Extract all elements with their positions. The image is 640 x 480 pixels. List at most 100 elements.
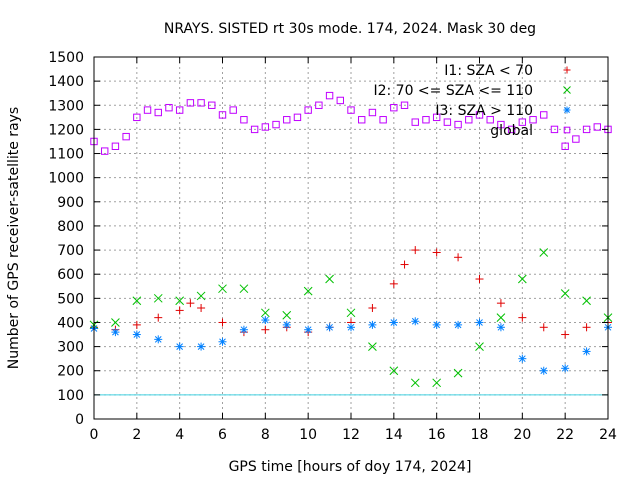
legend-marker — [563, 126, 571, 134]
series-2-point — [218, 284, 227, 294]
y-axis-label: Number of GPS receiver-satellite rays — [6, 107, 22, 369]
series-2-point — [196, 291, 206, 301]
series-4-point — [261, 123, 270, 131]
series-1-point — [154, 313, 163, 322]
x-tick-label: 6 — [218, 427, 227, 443]
series-2-point — [453, 368, 463, 378]
series-4-point — [133, 113, 141, 122]
legend-label: global — [490, 123, 533, 139]
y-tick-label: 1200 — [48, 122, 84, 138]
series-4-point — [582, 125, 591, 134]
series-4-point — [572, 135, 580, 143]
x-tick-label: 18 — [471, 427, 489, 443]
x-tick-label: 0 — [90, 427, 99, 443]
y-tick-label: 700 — [57, 243, 84, 259]
series-4-point — [122, 132, 130, 141]
series-4-point — [154, 108, 162, 117]
series-3-point — [432, 320, 441, 329]
series-4-point — [540, 111, 548, 119]
legend-label: I2: 70 <= SZA <= 110 — [373, 83, 533, 99]
x-tick-label: 16 — [428, 427, 446, 443]
series-4-point — [186, 99, 195, 107]
series-4-point — [593, 123, 601, 131]
series-2-point — [239, 284, 249, 294]
x-tick-label: 2 — [132, 427, 141, 443]
series-1-point — [132, 320, 141, 329]
series-3-point — [132, 330, 141, 339]
series-3-point — [582, 347, 591, 356]
series-2-point — [517, 274, 527, 284]
series-3-point — [518, 354, 527, 363]
series-2 — [89, 248, 613, 388]
series-1-point — [368, 303, 377, 312]
series-1-point — [411, 246, 420, 255]
series-3-point — [475, 318, 484, 327]
y-tick-label: 1400 — [48, 74, 84, 90]
series-2-point — [582, 296, 591, 306]
series-2-point — [389, 366, 399, 376]
series-4-point — [454, 120, 462, 129]
series-1-point — [218, 318, 227, 327]
series-3-point — [539, 366, 548, 375]
series-4 — [90, 91, 612, 155]
y-tick-label: 100 — [57, 388, 84, 404]
series-3-point — [304, 325, 313, 334]
x-axis-label: GPS time [hours of doy 174, 2024] — [229, 459, 472, 475]
series-2-point — [539, 248, 549, 257]
series-4-point — [175, 106, 184, 114]
y-tick-label: 900 — [57, 195, 84, 211]
series-3-point — [454, 320, 463, 329]
series-4-point — [250, 125, 259, 134]
legend-label: I3: SZA > 110 — [435, 103, 533, 119]
series-4-point — [475, 111, 484, 119]
series-2-point — [325, 274, 334, 284]
series-2-point — [475, 342, 484, 351]
series-2-point — [432, 378, 442, 388]
series-4-point — [347, 106, 355, 114]
x-tick-label: 12 — [342, 427, 360, 443]
x-tick-label: 20 — [513, 427, 531, 443]
series-4-point — [229, 106, 237, 114]
series-2-point — [303, 286, 313, 296]
series-2-point — [560, 289, 570, 298]
series-3-point — [175, 342, 184, 351]
x-tick-label: 8 — [261, 427, 270, 443]
series-4-point — [283, 116, 291, 124]
series-1-point — [496, 299, 505, 308]
x-tick-label: 24 — [599, 427, 617, 443]
series-3-point — [389, 318, 398, 327]
y-tick-label: 1000 — [48, 171, 84, 187]
series-3-point — [368, 320, 377, 329]
series-2-point — [260, 308, 270, 318]
series-2-point — [132, 296, 142, 306]
series-3 — [90, 316, 612, 375]
y-tick-labels: 0 100 200 300 400 500 600 700 800 900 1000 1100 1200… — [48, 50, 84, 428]
series-3-point — [325, 323, 334, 332]
series-4-point — [400, 101, 409, 109]
x-tick-labels: 0 2 4 6 8 10 12 14 16 18 20 22 24 — [90, 427, 617, 443]
axis-ticks — [93, 56, 609, 420]
y-tick-label: 500 — [57, 291, 84, 307]
series-1-point — [475, 275, 484, 284]
y-tick-label: 300 — [57, 340, 84, 356]
series-2-point — [282, 310, 292, 320]
series-1-point — [175, 306, 184, 315]
legend: I1: SZA < 70 I2: 70 <= SZA <= 110 I3: SZA … — [373, 63, 571, 139]
y-tick-label: 1100 — [48, 147, 84, 163]
x-tick-label: 10 — [299, 427, 317, 443]
series-1-point — [561, 330, 570, 339]
legend-label: I1: SZA < 70 — [444, 63, 533, 79]
series-1-point — [454, 253, 463, 262]
series-4-point — [197, 99, 205, 107]
series-1-point — [539, 323, 548, 332]
series-3-point — [261, 316, 270, 325]
series-4-point — [336, 96, 344, 105]
series-4-point — [325, 91, 334, 100]
series-4-point — [101, 147, 109, 155]
series-4-point — [293, 113, 302, 122]
y-tick-label: 400 — [57, 315, 84, 331]
series-4-point — [550, 125, 559, 134]
series-4-point — [497, 120, 505, 129]
